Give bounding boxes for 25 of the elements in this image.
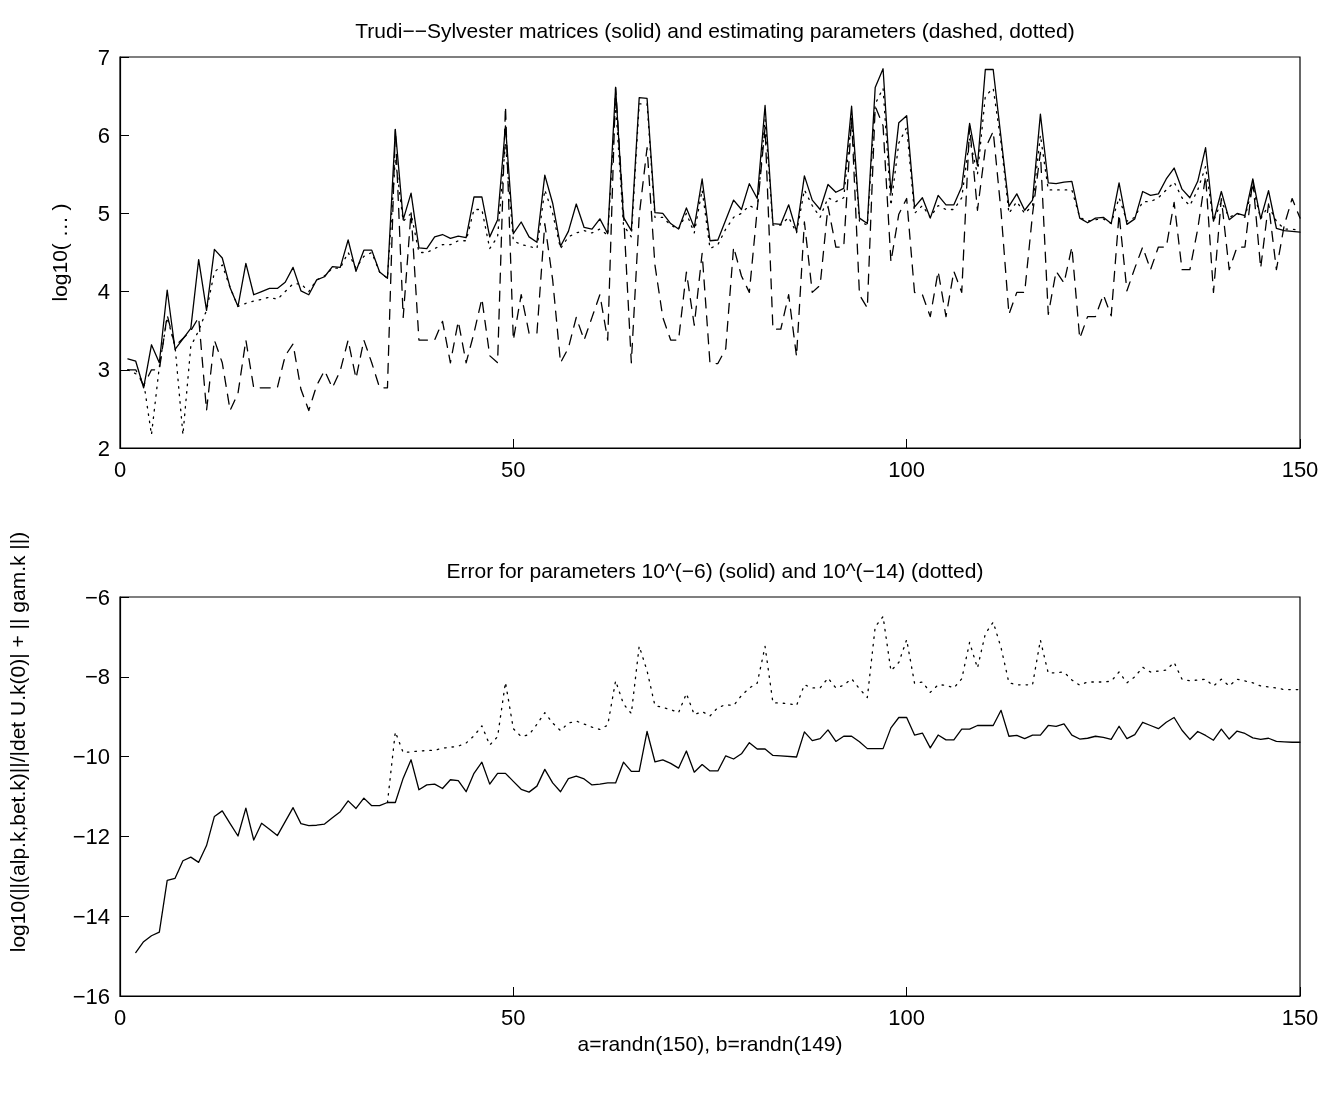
y-axis-title: log10( … ) <box>48 203 71 302</box>
y-tick-label: −6 <box>84 584 110 610</box>
x-axis-title: a=randn(150), b=randn(149) <box>577 1031 843 1055</box>
x-tick-label: 150 <box>1281 1004 1319 1030</box>
y-tick-label: −14 <box>72 903 110 929</box>
y-tick-label: −12 <box>72 823 110 849</box>
y-tick-label: −8 <box>84 664 110 690</box>
x-tick-label: 50 <box>501 1004 526 1030</box>
y-tick-label: 3 <box>97 357 110 383</box>
y-tick-label: 5 <box>97 200 110 226</box>
y-tick-label: −10 <box>72 744 110 770</box>
y-axis-title: log10(||(alp.k,bet.k)||/|det U.k(0)| + || gam.k ||) <box>6 531 30 953</box>
y-tick-label: −16 <box>72 983 110 1009</box>
y-tick-label: 4 <box>97 279 110 305</box>
y-tick-label: 7 <box>97 44 110 70</box>
x-tick-label: 0 <box>113 1004 127 1030</box>
chart-title: Trudi−−Sylvester matrices (solid) and estimating parameters (dashed, dotted) <box>355 19 1075 42</box>
x-tick-label: 150 <box>1281 456 1319 482</box>
y-tick-label: 2 <box>97 435 110 461</box>
chart-title: Error for parameters 10^(−6) (solid) and 10^(−14) (dotted) <box>446 559 984 582</box>
x-tick-label: 0 <box>113 456 127 482</box>
x-tick-label: 100 <box>888 1004 926 1030</box>
x-tick-label: 50 <box>501 456 526 482</box>
x-tick-label: 100 <box>888 456 926 482</box>
y-tick-label: 6 <box>97 122 110 148</box>
